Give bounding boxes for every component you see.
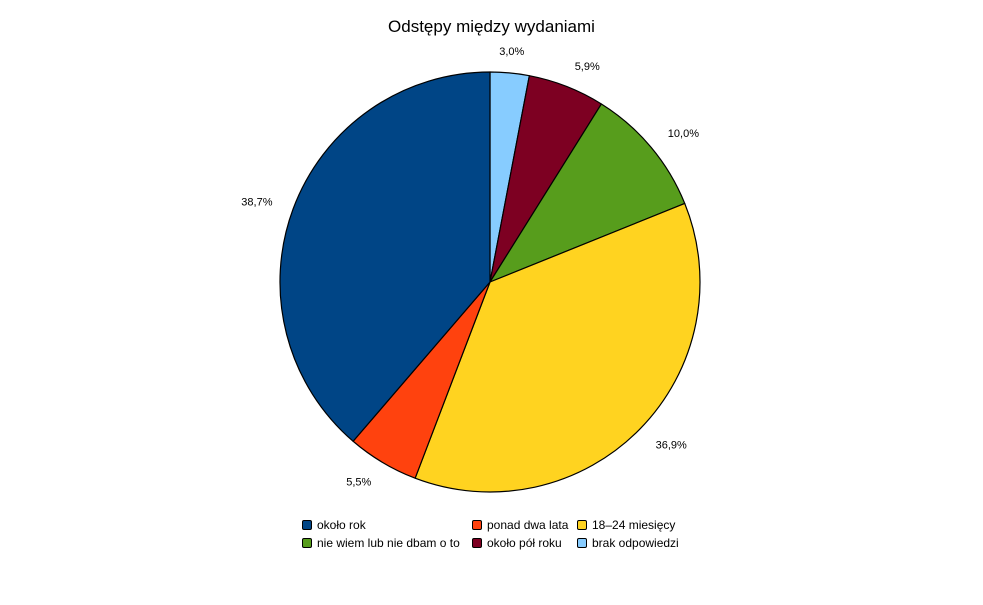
chart-title: Odstępy między wydaniami [388, 17, 595, 36]
legend-label: około rok [317, 517, 366, 532]
legend-item-18-24-miesiecy: 18–24 miesięcy [577, 517, 697, 532]
pie-slice-okolo-rok [279, 71, 491, 442]
slice-value-label-ponad-dwa-lata: 5,5% [346, 476, 371, 488]
slice-value-label-nie-wiem-lub-nie-dbam-o-to: 10,0% [668, 128, 699, 140]
legend-swatch [302, 537, 312, 548]
legend-swatch [472, 519, 482, 530]
chart-legend: około rok ponad dwa lata 18–24 miesięcy nie… [302, 517, 697, 550]
legend-swatch [302, 519, 312, 530]
legend-label: około pół roku [487, 535, 562, 550]
legend-item-nie-wiem-lub-nie-dbam-o-to: nie wiem lub nie dbam o to [302, 535, 472, 550]
legend-label: 18–24 miesięcy [592, 517, 676, 532]
slice-value-label-brak-odpowiedzi: 3,0% [499, 46, 524, 58]
legend-item-okolo-pol-roku: około pół roku [472, 535, 577, 550]
legend-swatch [577, 519, 587, 530]
legend-label: ponad dwa lata [487, 517, 569, 532]
legend-label: brak odpowiedzi [592, 535, 679, 550]
slice-value-label-18-24-miesiecy: 36,9% [656, 440, 687, 452]
legend-item-brak-odpowiedzi: brak odpowiedzi [577, 535, 697, 550]
slice-value-label-okolo-pol-roku: 5,9% [575, 61, 600, 73]
pie-slice-18-24-miesiecy [414, 202, 701, 493]
legend-item-okolo-rok: około rok [302, 517, 472, 532]
pie-slice-nie-wiem-lub-nie-dbam-o-to [489, 103, 686, 283]
legend-swatch [472, 537, 482, 548]
legend-item-ponad-dwa-lata: ponad dwa lata [472, 517, 577, 532]
slice-value-label-okolo-rok: 38,7% [241, 196, 272, 208]
legend-swatch [577, 537, 587, 548]
legend-label: nie wiem lub nie dbam o to [317, 535, 460, 550]
